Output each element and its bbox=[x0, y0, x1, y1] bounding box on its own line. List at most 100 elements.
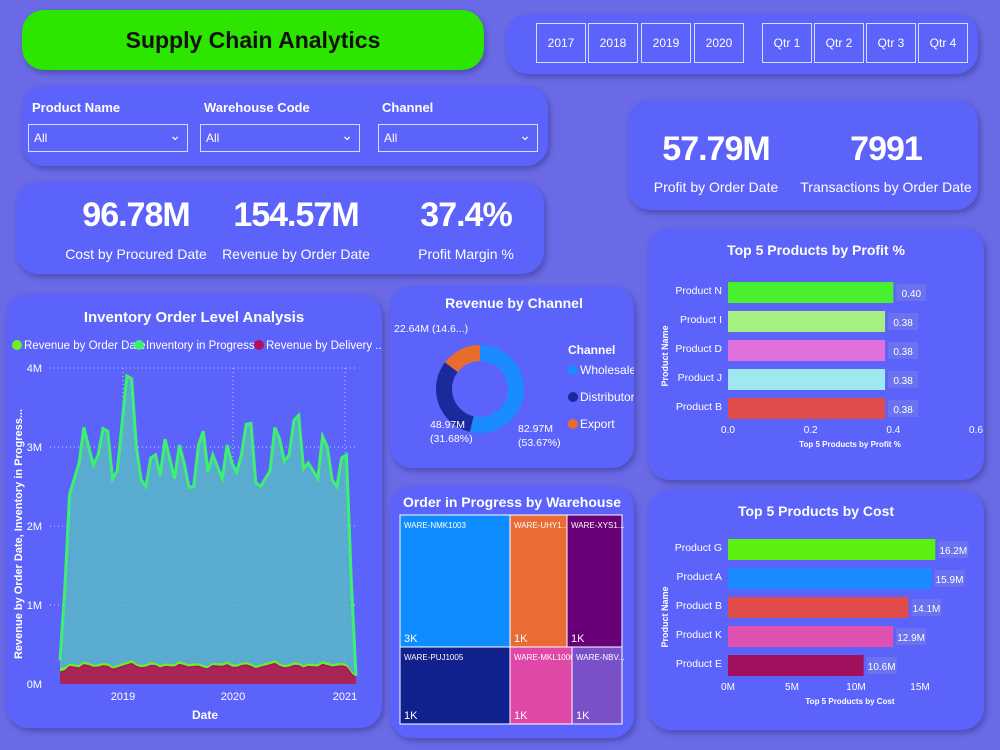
data-label-bg bbox=[888, 342, 919, 359]
data-label-bg bbox=[888, 371, 919, 388]
donut-slice bbox=[436, 362, 474, 432]
chart-title: Order in Progress by Warehouse bbox=[403, 494, 621, 510]
bar bbox=[728, 311, 886, 332]
revenue-donut-chart: Revenue by Channel 82.97M (53.67%) 48.97M (3… bbox=[394, 295, 636, 449]
chart-title: Revenue by Channel bbox=[445, 295, 583, 311]
area-series bbox=[60, 375, 356, 684]
x-tick-label: 2019 bbox=[111, 691, 135, 703]
quarter-button-2[interactable]: Qtr 2 bbox=[814, 23, 864, 63]
data-label-bg bbox=[934, 570, 965, 587]
data-label: 10.6M bbox=[868, 662, 896, 673]
tile-label: WARE-XYS1... bbox=[571, 521, 625, 530]
inventory-chart-panel: Inventory Order Level Analysis Revenue by… bbox=[6, 294, 385, 728]
kpi-value: 57.79M bbox=[662, 130, 770, 168]
data-label: 12.9M bbox=[897, 633, 925, 644]
category-label: Product N bbox=[675, 285, 722, 297]
kpi-label: Cost by Procured Date bbox=[65, 246, 207, 262]
year-button-2020[interactable]: 2020 bbox=[694, 23, 744, 63]
legend-title: Channel bbox=[568, 343, 615, 357]
y-tick-label: 3M bbox=[27, 442, 42, 454]
kpi-label: Revenue by Order Date bbox=[222, 246, 370, 262]
data-label-bg bbox=[896, 284, 927, 301]
category-label: Product I bbox=[680, 314, 722, 326]
x-tick-label: 0.2 bbox=[804, 425, 818, 436]
tile-label: WARE-MKL1006 bbox=[514, 653, 575, 662]
tile-value: 1K bbox=[404, 710, 418, 722]
chart-title: Inventory Order Level Analysis bbox=[84, 309, 304, 326]
kpi-label: Transactions by Order Date bbox=[800, 179, 972, 195]
tile-value: 1K bbox=[514, 633, 528, 645]
cost-bar-panel: Top 5 Products by Cost Product G 16.2M Prod… bbox=[648, 490, 984, 730]
x-tick-label: 0.6 bbox=[969, 425, 983, 436]
filter-label: Channel bbox=[382, 100, 434, 115]
quarter-button-1[interactable]: Qtr 1 bbox=[762, 23, 812, 63]
chart-title: Top 5 Products by Cost bbox=[738, 503, 894, 519]
filter-value: All bbox=[206, 131, 220, 145]
tile-label: WARE-UHY1... bbox=[514, 521, 568, 530]
x-tick-label: 2021 bbox=[333, 691, 357, 703]
filter-panel bbox=[22, 86, 548, 166]
x-tick-label: 10M bbox=[846, 682, 865, 693]
data-label: 0.38 bbox=[893, 318, 913, 329]
treemap-tile bbox=[509, 514, 568, 648]
kpi-label: Profit by Order Date bbox=[653, 179, 779, 195]
tile-label: WARE-PUJ1005 bbox=[404, 653, 464, 662]
chevron-down-icon: ⌄ bbox=[341, 127, 353, 143]
series-line bbox=[58, 373, 358, 677]
data-label: 0.38 bbox=[893, 376, 913, 387]
bar bbox=[728, 282, 894, 303]
kpi-value: 37.4% bbox=[420, 196, 512, 234]
data-label: 0.38 bbox=[893, 405, 913, 416]
x-tick-label: 0M bbox=[721, 682, 735, 693]
filter-dropdown[interactable]: All ⌄ bbox=[28, 124, 188, 152]
bar bbox=[728, 398, 886, 419]
year-button-2019[interactable]: 2019 bbox=[641, 23, 691, 63]
data-label-bg bbox=[888, 400, 919, 417]
data-label-bg bbox=[938, 541, 969, 558]
legend-label: Wholesale bbox=[580, 363, 634, 377]
x-tick-label: 2020 bbox=[221, 691, 245, 703]
kpi-panel-left bbox=[16, 182, 544, 274]
y-axis-title: Product Name bbox=[660, 586, 670, 647]
x-tick-label: 0.4 bbox=[886, 425, 900, 436]
bar bbox=[728, 539, 936, 560]
category-label: Product A bbox=[676, 571, 722, 583]
filter-dropdown[interactable]: All ⌄ bbox=[200, 124, 360, 152]
series-line bbox=[59, 660, 357, 677]
warehouse-treemap: Order in Progress by Warehouse WARE-NMK10… bbox=[399, 494, 625, 725]
x-axis-title: Top 5 Products by Profit % bbox=[799, 440, 901, 449]
kpi-value: 154.57M bbox=[233, 196, 359, 234]
legend-marker bbox=[568, 392, 578, 402]
data-label: 0.40 bbox=[902, 289, 922, 300]
quarter-button-3[interactable]: Qtr 3 bbox=[866, 23, 916, 63]
warehouse-treemap-panel: Order in Progress by Warehouse WARE-NMK10… bbox=[390, 486, 634, 738]
data-label: 48.97M (31.68%) bbox=[430, 419, 473, 445]
category-label: Product G bbox=[675, 542, 722, 554]
kpi-panel-right bbox=[628, 100, 978, 210]
filter-dropdown[interactable]: All ⌄ bbox=[378, 124, 538, 152]
treemap-tile bbox=[566, 514, 623, 648]
date-slicer-panel bbox=[506, 14, 978, 74]
legend-label: Revenue by Order Date bbox=[24, 340, 145, 352]
x-tick-label: 0.0 bbox=[721, 425, 735, 436]
data-label-bg bbox=[911, 599, 942, 616]
data-label: 82.97M (53.67%) bbox=[518, 423, 561, 449]
inventory-area-chart: Inventory Order Level Analysis Revenue by… bbox=[12, 309, 385, 722]
treemap-tile bbox=[399, 514, 511, 648]
quarter-button-4[interactable]: Qtr 4 bbox=[918, 23, 968, 63]
profit-bar-chart: Top 5 Products by Profit % Product N 0.40 P… bbox=[660, 242, 983, 449]
kpi-value: 7991 bbox=[850, 130, 923, 168]
legend-label: Inventory in Progress bbox=[146, 340, 255, 352]
year-button-2018[interactable]: 2018 bbox=[588, 23, 638, 63]
dashboard-title: Supply Chain Analytics bbox=[22, 10, 484, 70]
kpi-label: Profit Margin % bbox=[418, 246, 514, 262]
bar bbox=[728, 597, 909, 618]
bar bbox=[728, 655, 864, 676]
bar bbox=[728, 626, 894, 647]
data-label: 15.9M bbox=[936, 575, 964, 586]
year-button-2017[interactable]: 2017 bbox=[536, 23, 586, 63]
tile-value: 3K bbox=[404, 633, 418, 645]
data-label-bg bbox=[896, 628, 927, 645]
y-axis-title: Product Name bbox=[660, 325, 670, 386]
x-axis-title: Date bbox=[192, 708, 218, 722]
